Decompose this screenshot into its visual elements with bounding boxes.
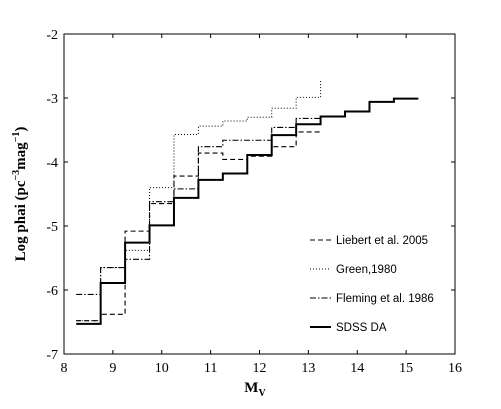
x-tick-label: 11: [204, 361, 217, 376]
y-tick-label: -5: [46, 220, 58, 235]
legend-label: SDSS DA: [336, 322, 387, 334]
series-line-solid: [76, 97, 419, 325]
series-layer: [76, 79, 419, 325]
legend-label: Liebert et al. 2005: [336, 235, 428, 247]
y-tick-label: -4: [46, 156, 58, 171]
y-tick-label: -6: [46, 284, 58, 299]
x-tick-label: 13: [301, 361, 315, 376]
y-axis-label: Log phai (pc−3mag−1): [11, 127, 29, 262]
legend-label: Green,1980: [336, 264, 397, 276]
plot-area: [63, 33, 456, 355]
legend: Liebert et al. 2005 Green,1980 Fleming et …: [310, 235, 434, 334]
y-tick-label: -7: [46, 348, 58, 363]
x-tick-label: 8: [61, 361, 68, 376]
x-tick-label: 16: [448, 361, 462, 376]
x-tick-label: 10: [155, 361, 169, 376]
y-tick-label: -2: [46, 28, 58, 43]
x-tick-label: 14: [350, 361, 364, 376]
x-tick-label: 9: [109, 361, 116, 376]
x-axis-label: MV: [244, 380, 266, 399]
axis-ticks: 8 10 12 14 16 9 11 13 15 -7 -6 -5 -4 -3 -2: [46, 28, 462, 376]
x-tick-label: 12: [253, 361, 267, 376]
x-tick-label: 15: [399, 361, 413, 376]
legend-label: Fleming et al. 1986: [336, 293, 434, 305]
y-tick-label: -3: [46, 92, 58, 107]
